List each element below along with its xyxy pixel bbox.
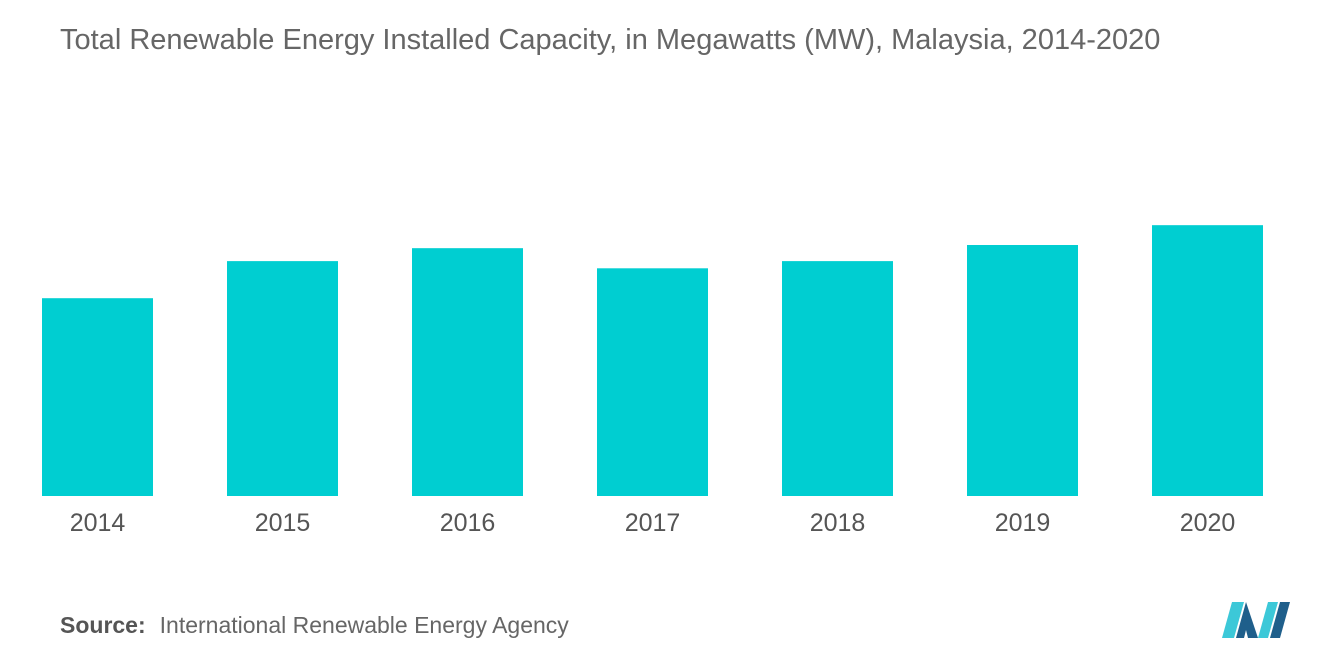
chart-title: Total Renewable Energy Installed Capacit…	[60, 24, 1161, 56]
bar-2015	[227, 261, 338, 496]
x-tick-label-2020: 2020	[1180, 509, 1236, 537]
bar-2017	[597, 268, 708, 496]
x-tick-label-2017: 2017	[625, 509, 681, 537]
bar-2019	[967, 245, 1078, 496]
x-tick-label-2015: 2015	[255, 509, 311, 537]
source-label: Source:	[60, 612, 146, 638]
mordor-intelligence-logo-icon	[1222, 602, 1290, 638]
bar-2020	[1152, 225, 1263, 497]
bar-chart: 2014 2015 2016 2017 2018 2019 2020	[42, 225, 1263, 537]
x-tick-label-2019: 2019	[995, 509, 1051, 537]
bar-2018	[782, 261, 893, 496]
source-text: International Renewable Energy Agency	[159, 612, 569, 638]
x-tick-label-2018: 2018	[810, 509, 866, 537]
bar-2014	[42, 298, 153, 496]
bar-2016	[412, 248, 523, 496]
x-tick-label-2014: 2014	[70, 509, 126, 537]
x-tick-label-2016: 2016	[440, 509, 496, 537]
source-note: Source: International Renewable Energy Ag…	[60, 612, 569, 639]
